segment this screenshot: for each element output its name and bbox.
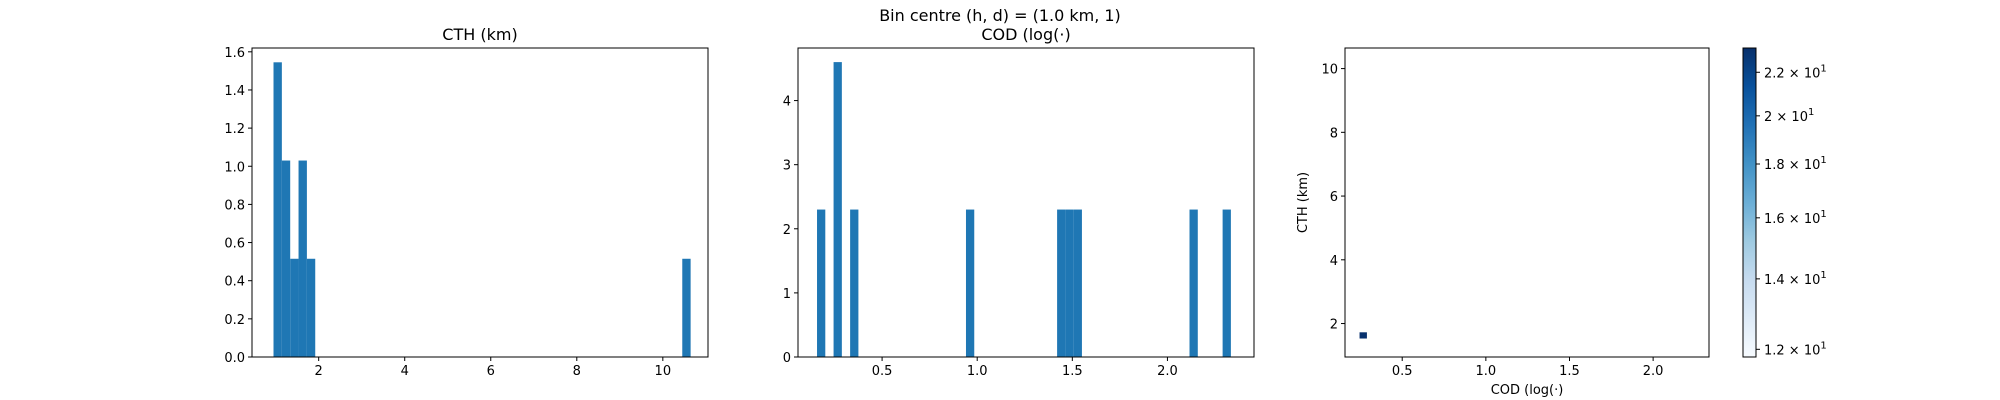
x-tick-label: 10 <box>655 364 672 379</box>
histogram-bar <box>290 258 299 357</box>
colorbar-tick-label: 1.6 × 101 <box>1764 209 1827 227</box>
y-tick-label: 2 <box>783 223 791 238</box>
colorbar-tick-label: 2.2 × 101 <box>1764 63 1827 81</box>
histogram-bar <box>682 258 691 357</box>
histogram-bar <box>1189 209 1198 357</box>
y-tick-label: 0.8 <box>224 198 245 213</box>
colorbar-tick-label: 1.4 × 101 <box>1764 270 1827 288</box>
histogram-bar <box>850 209 859 357</box>
histogram-bar <box>281 160 291 357</box>
y-tick-label: 0.6 <box>224 237 245 252</box>
histogram-bar <box>273 62 282 358</box>
histogram-bar <box>1065 209 1074 357</box>
x-tick-label: 2.0 <box>1643 364 1664 379</box>
x-tick-label: 0.5 <box>1392 364 1413 379</box>
x-tick-label: 4 <box>401 364 409 379</box>
y-tick-label: 8 <box>1330 126 1338 141</box>
y-tick-label: 0 <box>783 351 791 366</box>
x-tick-label: 1.5 <box>1559 364 1580 379</box>
y-tick-label: 4 <box>1330 254 1338 269</box>
y-tick-label: 1.6 <box>224 46 245 61</box>
y-tick-label: 0.0 <box>224 351 245 366</box>
histogram-bar <box>1222 209 1231 357</box>
x-tick-label: 2 <box>315 364 323 379</box>
y-tick-label: 6 <box>1330 190 1338 205</box>
x-tick-label: 6 <box>487 364 495 379</box>
x-tick-label: 0.5 <box>872 364 893 379</box>
figure-suptitle: Bin centre (h, d) = (1.0 km, 1) <box>879 6 1121 25</box>
histogram-bar <box>1057 209 1066 357</box>
x-tick-label: 2.0 <box>1157 364 1178 379</box>
y-axis-label: CTH (km) <box>1296 172 1311 233</box>
histogram-bar <box>1073 209 1082 357</box>
colorbar-tick-label: 1.8 × 101 <box>1764 155 1827 173</box>
y-tick-label: 4 <box>783 95 791 110</box>
y-tick-label: 0.4 <box>224 275 245 290</box>
histogram-bar <box>965 209 975 357</box>
x-tick-label: 1.0 <box>1476 364 1497 379</box>
y-tick-label: 1.2 <box>224 122 245 137</box>
y-tick-label: 0.2 <box>224 313 245 328</box>
x-tick-label: 1.5 <box>1062 364 1083 379</box>
histogram-bar <box>306 258 316 357</box>
axes-frame <box>1344 47 1710 358</box>
axes-frame <box>251 47 709 358</box>
colorbar <box>1742 47 1757 358</box>
y-tick-label: 10 <box>1321 63 1338 78</box>
y-tick-label: 1 <box>783 287 791 302</box>
subplot-3: 1.2 × 101 1.4 × 101 1.6 × 101 1.8 × 101 2 × … <box>1296 47 1827 398</box>
subplot-title: CTH (km) <box>442 25 517 44</box>
x-tick-label: 8 <box>573 364 581 379</box>
y-tick-label: 1.0 <box>224 160 245 175</box>
histogram-bar <box>817 209 826 357</box>
y-tick-label: 3 <box>783 159 791 174</box>
histogram-bar <box>833 62 842 358</box>
axes-frame <box>797 47 1255 358</box>
colorbar-tick-label: 2 × 101 <box>1764 107 1814 125</box>
histogram-bar <box>298 160 307 357</box>
subplot-1: 2 4 6 8 10 0.0 0.2 0.4 0.6 0.8 1.0 1.2 1.4 1.6 CTH (km… <box>224 25 709 379</box>
y-tick-label: 1.4 <box>224 84 245 99</box>
subplot-title: COD (log(·) <box>981 25 1070 44</box>
x-tick-label: 1.0 <box>967 364 988 379</box>
x-axis-label: COD (log(·) <box>1491 383 1564 398</box>
heatmap-cell <box>1359 332 1367 339</box>
y-tick-label: 2 <box>1330 318 1338 333</box>
subplot-2: 0.5 1.0 1.5 2.0 0 1 2 3 4 COD (log(·) <box>783 25 1255 379</box>
colorbar-tick-label: 1.2 × 101 <box>1764 340 1827 358</box>
